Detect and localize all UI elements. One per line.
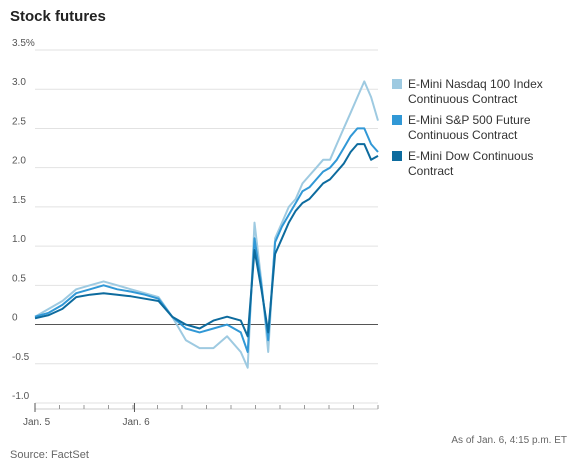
x-tick-label: Jan. 5	[23, 417, 51, 428]
legend-label-2: E-Mini S&P 500 Future	[408, 113, 531, 127]
y-tick-label: 1.5	[12, 195, 26, 206]
source-note: Source: FactSet	[10, 449, 89, 461]
series-line-1	[34, 80, 379, 369]
legend-swatch-2	[392, 115, 402, 125]
legend-swatch-1	[392, 79, 402, 89]
series-line-3	[34, 143, 379, 338]
y-tick-label: 0.5	[12, 273, 26, 284]
y-tick-label: 2.0	[12, 156, 26, 167]
legend-label-3: E-Mini Dow Continuous	[408, 149, 533, 163]
y-tick-label: 1.0	[12, 234, 26, 245]
y-tick-label: -0.5	[12, 352, 30, 363]
legend-label-1: E-Mini Nasdaq 100 Index	[408, 77, 543, 91]
legend-label-3: Contract	[408, 164, 454, 178]
y-tick-label: 3.0	[12, 77, 26, 88]
as-of-note: As of Jan. 6, 4:15 p.m. ET	[451, 435, 567, 446]
y-tick-label: 3.5%	[12, 38, 35, 49]
chart-title: Stock futures	[10, 8, 106, 25]
legend-label-2: Continuous Contract	[408, 128, 518, 142]
x-tick-label: Jan. 6	[122, 417, 150, 428]
series-line-2	[34, 127, 379, 353]
y-tick-label: -1.0	[12, 391, 30, 402]
legend-label-1: Continuous Contract	[408, 92, 518, 106]
y-tick-label: 2.5	[12, 116, 26, 127]
legend-swatch-3	[392, 151, 402, 161]
y-tick-label: 0	[12, 313, 18, 324]
